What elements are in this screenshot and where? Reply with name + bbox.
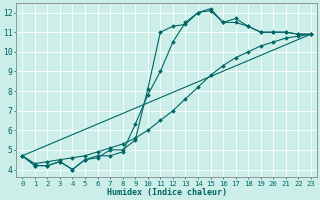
X-axis label: Humidex (Indice chaleur): Humidex (Indice chaleur) [107,188,227,197]
